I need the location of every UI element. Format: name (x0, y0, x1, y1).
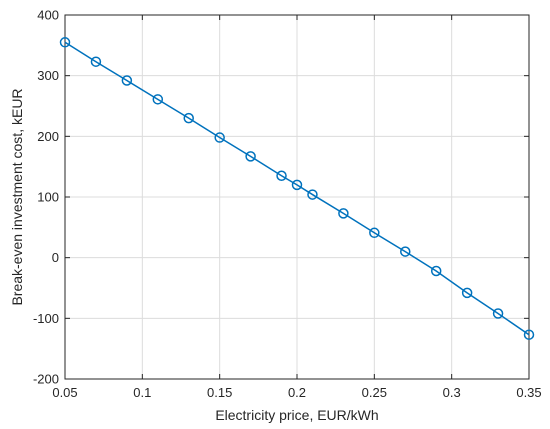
data-point-marker (492, 308, 504, 319)
data-point-marker (245, 151, 256, 162)
x-tick-label: 0.25 (362, 385, 387, 400)
x-tick-label: 0.2 (288, 385, 306, 400)
x-axis-label: Electricity price, EUR/kWh (215, 407, 378, 423)
data-point-marker (183, 112, 194, 124)
data-point-marker (90, 56, 102, 67)
data-point-marker (121, 75, 133, 86)
x-tick-label: 0.3 (443, 385, 461, 400)
x-tick-label: 0.15 (207, 385, 232, 400)
x-tick-label: 0.35 (516, 385, 541, 400)
y-tick-label: -100 (33, 311, 59, 326)
x-tick-label: 0.05 (52, 385, 77, 400)
data-point-marker (307, 189, 318, 200)
data-point-marker (59, 37, 71, 48)
data-point-marker (276, 170, 287, 182)
y-tick-label: -200 (33, 372, 59, 387)
data-point-marker (291, 179, 303, 191)
data-point-marker (152, 94, 164, 105)
y-tick-label: 0 (52, 250, 59, 265)
data-point-marker (214, 132, 225, 143)
ticks: 0.05 0.1 0.15 0.2 0.25 0.3 0.35 -200 -100 0 100 200… (33, 8, 542, 401)
x-tick-label: 0.1 (133, 385, 151, 400)
series-layer (59, 37, 535, 340)
y-axis-label: Break-even investment cost, kEUR (9, 88, 25, 305)
y-tick-label: 200 (37, 129, 59, 144)
y-tick-label: 400 (37, 8, 59, 23)
data-point-marker (369, 227, 380, 239)
y-tick-label: 300 (37, 68, 59, 83)
data-point-marker (461, 287, 473, 299)
grid (64, 14, 530, 380)
series-line (64, 41, 530, 336)
y-tick-label: 100 (37, 190, 59, 205)
data-point-marker (523, 329, 535, 340)
data-point-marker (338, 208, 349, 219)
data-point-marker (400, 246, 411, 257)
data-point-marker (430, 265, 442, 277)
